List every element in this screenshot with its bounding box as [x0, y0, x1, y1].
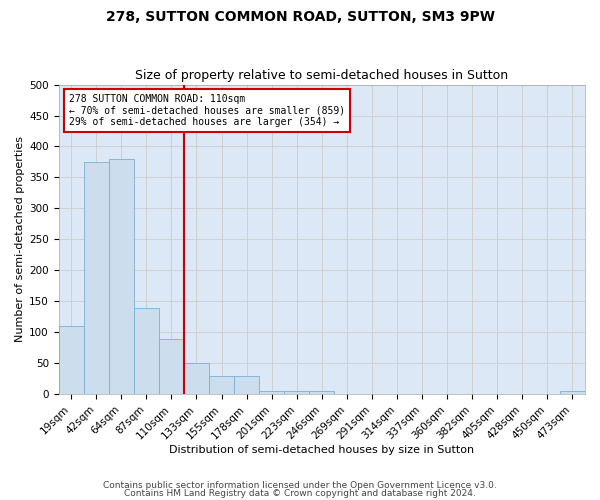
Bar [184, 364, 209, 394]
X-axis label: Distribution of semi-detached houses by size in Sutton: Distribution of semi-detached houses by … [169, 445, 475, 455]
Bar [284, 391, 309, 394]
Bar [234, 376, 259, 394]
Y-axis label: Number of semi-detached properties: Number of semi-detached properties [15, 136, 25, 342]
Bar [84, 162, 109, 394]
Text: 278, SUTTON COMMON ROAD, SUTTON, SM3 9PW: 278, SUTTON COMMON ROAD, SUTTON, SM3 9PW [106, 10, 494, 24]
Bar [209, 376, 234, 394]
Bar [560, 391, 585, 394]
Bar [309, 391, 334, 394]
Bar [109, 159, 134, 394]
Bar [159, 338, 184, 394]
Bar [259, 391, 284, 394]
Text: Contains HM Land Registry data © Crown copyright and database right 2024.: Contains HM Land Registry data © Crown c… [124, 488, 476, 498]
Text: Contains public sector information licensed under the Open Government Licence v3: Contains public sector information licen… [103, 481, 497, 490]
Bar [134, 308, 159, 394]
Title: Size of property relative to semi-detached houses in Sutton: Size of property relative to semi-detach… [135, 69, 508, 82]
Text: 278 SUTTON COMMON ROAD: 110sqm
← 70% of semi-detached houses are smaller (859)
2: 278 SUTTON COMMON ROAD: 110sqm ← 70% of … [69, 94, 345, 127]
Bar [59, 326, 84, 394]
